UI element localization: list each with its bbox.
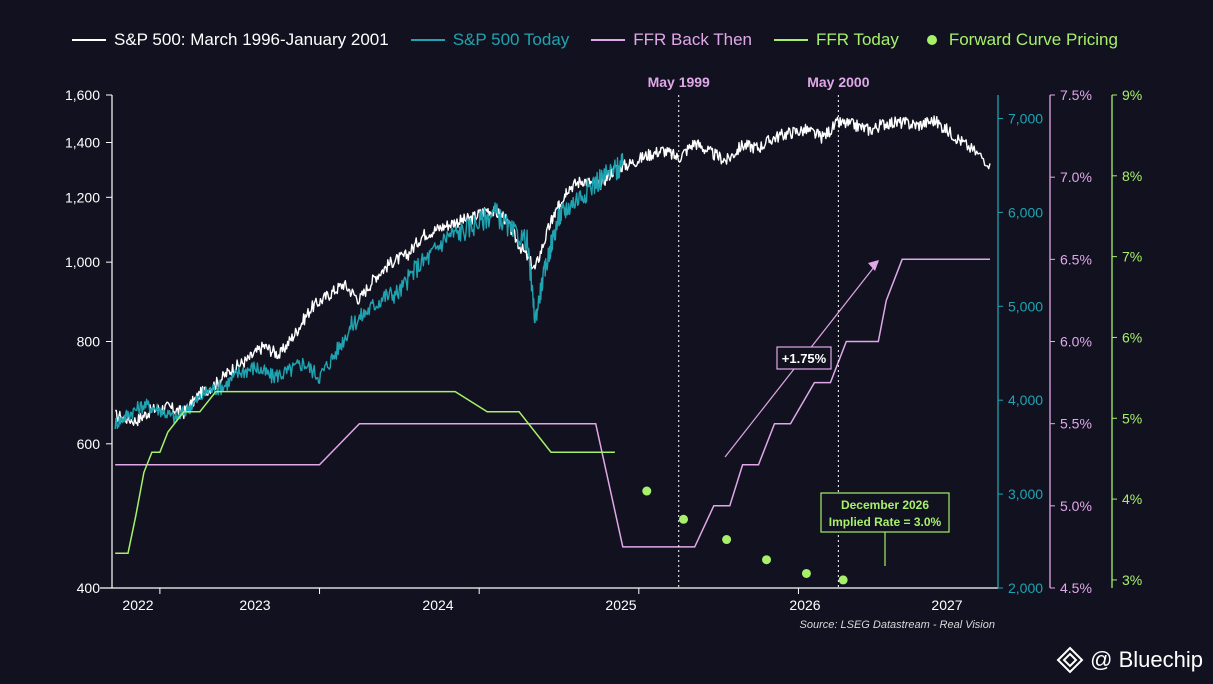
implied-rate-callout-box xyxy=(820,492,950,533)
y-tick-label: 1,600 xyxy=(65,87,100,103)
forward-curve-point xyxy=(801,568,811,578)
x-tick-label: 2023 xyxy=(239,597,270,613)
right-axis-tick-label: 3,000 xyxy=(1008,486,1043,502)
right-axis-tick-label: 7.5% xyxy=(1060,87,1092,103)
legend: S&P 500: March 1996-January 2001 S&P 500 … xyxy=(72,30,1140,50)
legend-line-marker xyxy=(591,39,626,41)
x-tick-label: 2024 xyxy=(422,597,453,613)
y-tick-label: 1,000 xyxy=(65,254,100,270)
y-tick-label: 400 xyxy=(77,580,101,596)
right-axis-tick-label: 7.0% xyxy=(1060,169,1092,185)
right-axis-tick-label: 2,000 xyxy=(1008,580,1043,596)
series-line xyxy=(115,258,990,548)
legend-item: Forward Curve Pricing xyxy=(921,30,1118,50)
bluechip-logo-icon xyxy=(1056,646,1084,674)
right-axis-tick-label: 4,000 xyxy=(1008,392,1043,408)
legend-item: S&P 500 Today xyxy=(410,30,570,50)
legend-line-marker xyxy=(410,39,445,41)
y-tick-label: 600 xyxy=(77,436,101,452)
legend-line-marker xyxy=(72,39,106,41)
increase-label-box xyxy=(776,346,832,370)
legend-label: FFR Today xyxy=(816,30,899,49)
implied-rate-callout-text: Implied Rate = 3.0% xyxy=(829,515,942,529)
right-axis-tick-label: 5,000 xyxy=(1008,298,1043,314)
implied-rate-callout-text: December 2026 xyxy=(841,498,929,512)
reference-line-label: May 1999 xyxy=(648,74,710,90)
legend-label: S&P 500 Today xyxy=(452,30,570,49)
right-axis-tick-label: 5% xyxy=(1122,410,1142,426)
right-axis-tick-label: 6% xyxy=(1122,329,1142,345)
y-tick-label: 800 xyxy=(77,334,101,350)
right-axis-tick-label: 6,000 xyxy=(1008,204,1043,220)
right-axis-tick-label: 6.0% xyxy=(1060,334,1092,350)
x-tick-label: 2026 xyxy=(789,597,820,613)
right-axis-tick-label: 7,000 xyxy=(1008,110,1043,126)
legend-item: S&P 500: March 1996-January 2001 xyxy=(72,30,389,50)
legend-label: FFR Back Then xyxy=(633,30,753,49)
right-axis-tick-label: 4.5% xyxy=(1060,580,1092,596)
brand-label: @ Bluechip xyxy=(1090,647,1203,672)
series-line xyxy=(114,152,624,429)
increase-label: +1.75% xyxy=(782,351,827,366)
forward-curve-point xyxy=(762,555,772,565)
legend-item: FFR Back Then xyxy=(591,30,752,50)
y-tick-label: 1,400 xyxy=(65,134,100,150)
source-note: Source: LSEG Datastream - Real Vision xyxy=(799,619,995,631)
legend-line-marker xyxy=(774,39,809,41)
right-axis-tick-label: 7% xyxy=(1122,249,1142,265)
series-line xyxy=(115,115,991,427)
right-axis-tick-label: 8% xyxy=(1122,168,1142,184)
x-tick-label: 2022 xyxy=(122,597,153,613)
legend-item: FFR Today xyxy=(774,30,899,50)
reference-line-label: May 2000 xyxy=(807,74,869,90)
legend-label: Forward Curve Pricing xyxy=(948,30,1118,49)
y-tick-label: 1,200 xyxy=(65,189,100,205)
right-axis-tick-label: 6.5% xyxy=(1060,251,1092,267)
right-axis-tick-label: 4% xyxy=(1122,491,1142,507)
x-tick-label: 2027 xyxy=(931,597,962,613)
forward-curve-point xyxy=(679,514,689,524)
brand: @ Bluechip xyxy=(1056,646,1203,674)
forward-curve-point xyxy=(642,486,652,496)
forward-curve-point xyxy=(838,575,848,585)
legend-dot-marker xyxy=(926,35,937,45)
x-tick-label: 2025 xyxy=(605,597,636,613)
legend-label: S&P 500: March 1996-January 2001 xyxy=(114,30,389,49)
right-axis-tick-label: 5.5% xyxy=(1060,416,1092,432)
right-axis-tick-label: 3% xyxy=(1122,572,1142,588)
series-line xyxy=(115,390,615,554)
increase-arrow-head xyxy=(868,260,879,271)
forward-curve-point xyxy=(722,535,732,545)
right-axis-tick-label: 9% xyxy=(1122,87,1142,103)
right-axis-tick-label: 5.0% xyxy=(1060,498,1092,514)
